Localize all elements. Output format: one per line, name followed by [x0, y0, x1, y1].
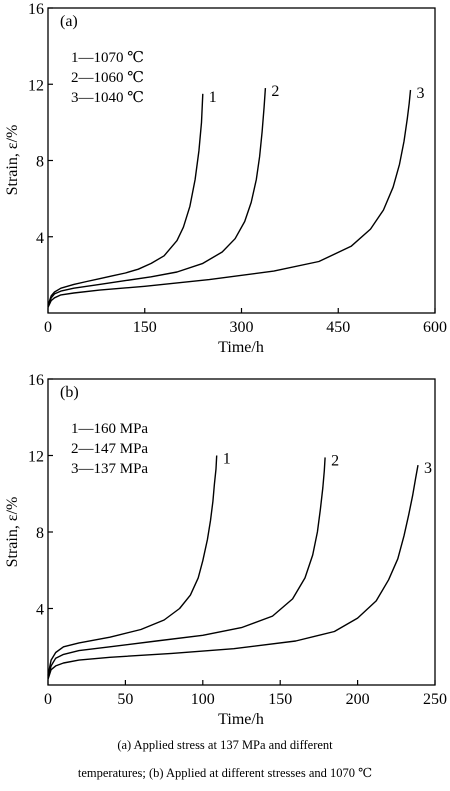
series-line-1 — [47, 455, 218, 676]
series-label-2: 2 — [271, 83, 279, 100]
figure-caption-line-1: (a) Applied stress at 137 MPa and differ… — [117, 738, 333, 752]
y-axis-ticks: 4 8 12 16 — [28, 1, 53, 247]
x-tick-label: 450 — [326, 319, 350, 336]
y-tick-label: 16 — [28, 372, 44, 389]
series-line-3 — [47, 464, 419, 680]
x-tick-label: 0 — [44, 319, 52, 336]
y-tick-label: 8 — [36, 525, 44, 542]
panel-label: (a) — [60, 13, 78, 30]
panel-b: (b) 1—160 MPa 2—147 MPa 3—137 MPa 481216… — [4, 372, 447, 728]
x-tick-label: 300 — [230, 319, 254, 336]
legend-entry-1: 1—160 MPa — [71, 421, 148, 437]
series-label-3: 3 — [424, 460, 432, 477]
series-label-1: 1 — [209, 89, 217, 106]
x-tick-label: 100 — [191, 691, 215, 708]
x-tick-label: 250 — [423, 691, 447, 708]
legend: 1—160 MPa 2—147 MPa 3—137 MPa — [71, 421, 148, 477]
panel-label: (b) — [60, 384, 79, 401]
legend-entry-1: 1—1070 ℃ — [71, 50, 144, 66]
series-line-3 — [47, 89, 412, 308]
x-tick-label: 0 — [44, 691, 52, 708]
series-layer: 1 2 3 — [47, 83, 424, 308]
series-line-1 — [47, 93, 204, 306]
y-tick-label: 4 — [36, 230, 44, 247]
series-label-1: 1 — [223, 451, 231, 468]
legend-entry-3: 3—1040 ℃ — [71, 90, 144, 106]
y-axis-ticks: 4 8 12 16 — [28, 372, 53, 619]
x-axis-label: Time/h — [218, 339, 264, 356]
y-tick-label: 12 — [28, 77, 44, 94]
series-label-2: 2 — [331, 452, 339, 469]
x-tick-label: 150 — [268, 691, 292, 708]
x-tick-label: 200 — [346, 691, 370, 708]
figure-caption-line-2: temperatures; (b) Applied at different s… — [77, 766, 373, 780]
y-axis-label: Strain, ε/% — [4, 497, 21, 568]
y-tick-label: 12 — [28, 449, 44, 466]
y-tick-label: 16 — [28, 1, 44, 18]
legend-entry-2: 2—147 MPa — [71, 441, 148, 457]
y-tick-label: 4 — [36, 602, 44, 619]
series-label-3: 3 — [416, 85, 424, 102]
x-axis-ticks: 0 50 100 150 200 250 — [44, 680, 447, 708]
x-axis-ticks: 0 150 300 450 600 — [44, 308, 447, 336]
series-line-2 — [47, 457, 326, 678]
series-layer: 1 2 3 — [47, 451, 432, 680]
legend: 1—1070 ℃ 2—1060 ℃ 3—1040 ℃ — [71, 50, 144, 106]
x-tick-label: 50 — [117, 691, 133, 708]
x-tick-label: 150 — [133, 319, 157, 336]
x-tick-label: 600 — [423, 319, 447, 336]
series-line-2 — [47, 88, 267, 308]
y-tick-label: 8 — [36, 154, 44, 171]
x-axis-label: Time/h — [218, 711, 264, 728]
legend-entry-2: 2—1060 ℃ — [71, 70, 144, 86]
y-axis-label: Strain, ε/% — [4, 125, 21, 196]
legend-entry-3: 3—137 MPa — [71, 461, 148, 477]
